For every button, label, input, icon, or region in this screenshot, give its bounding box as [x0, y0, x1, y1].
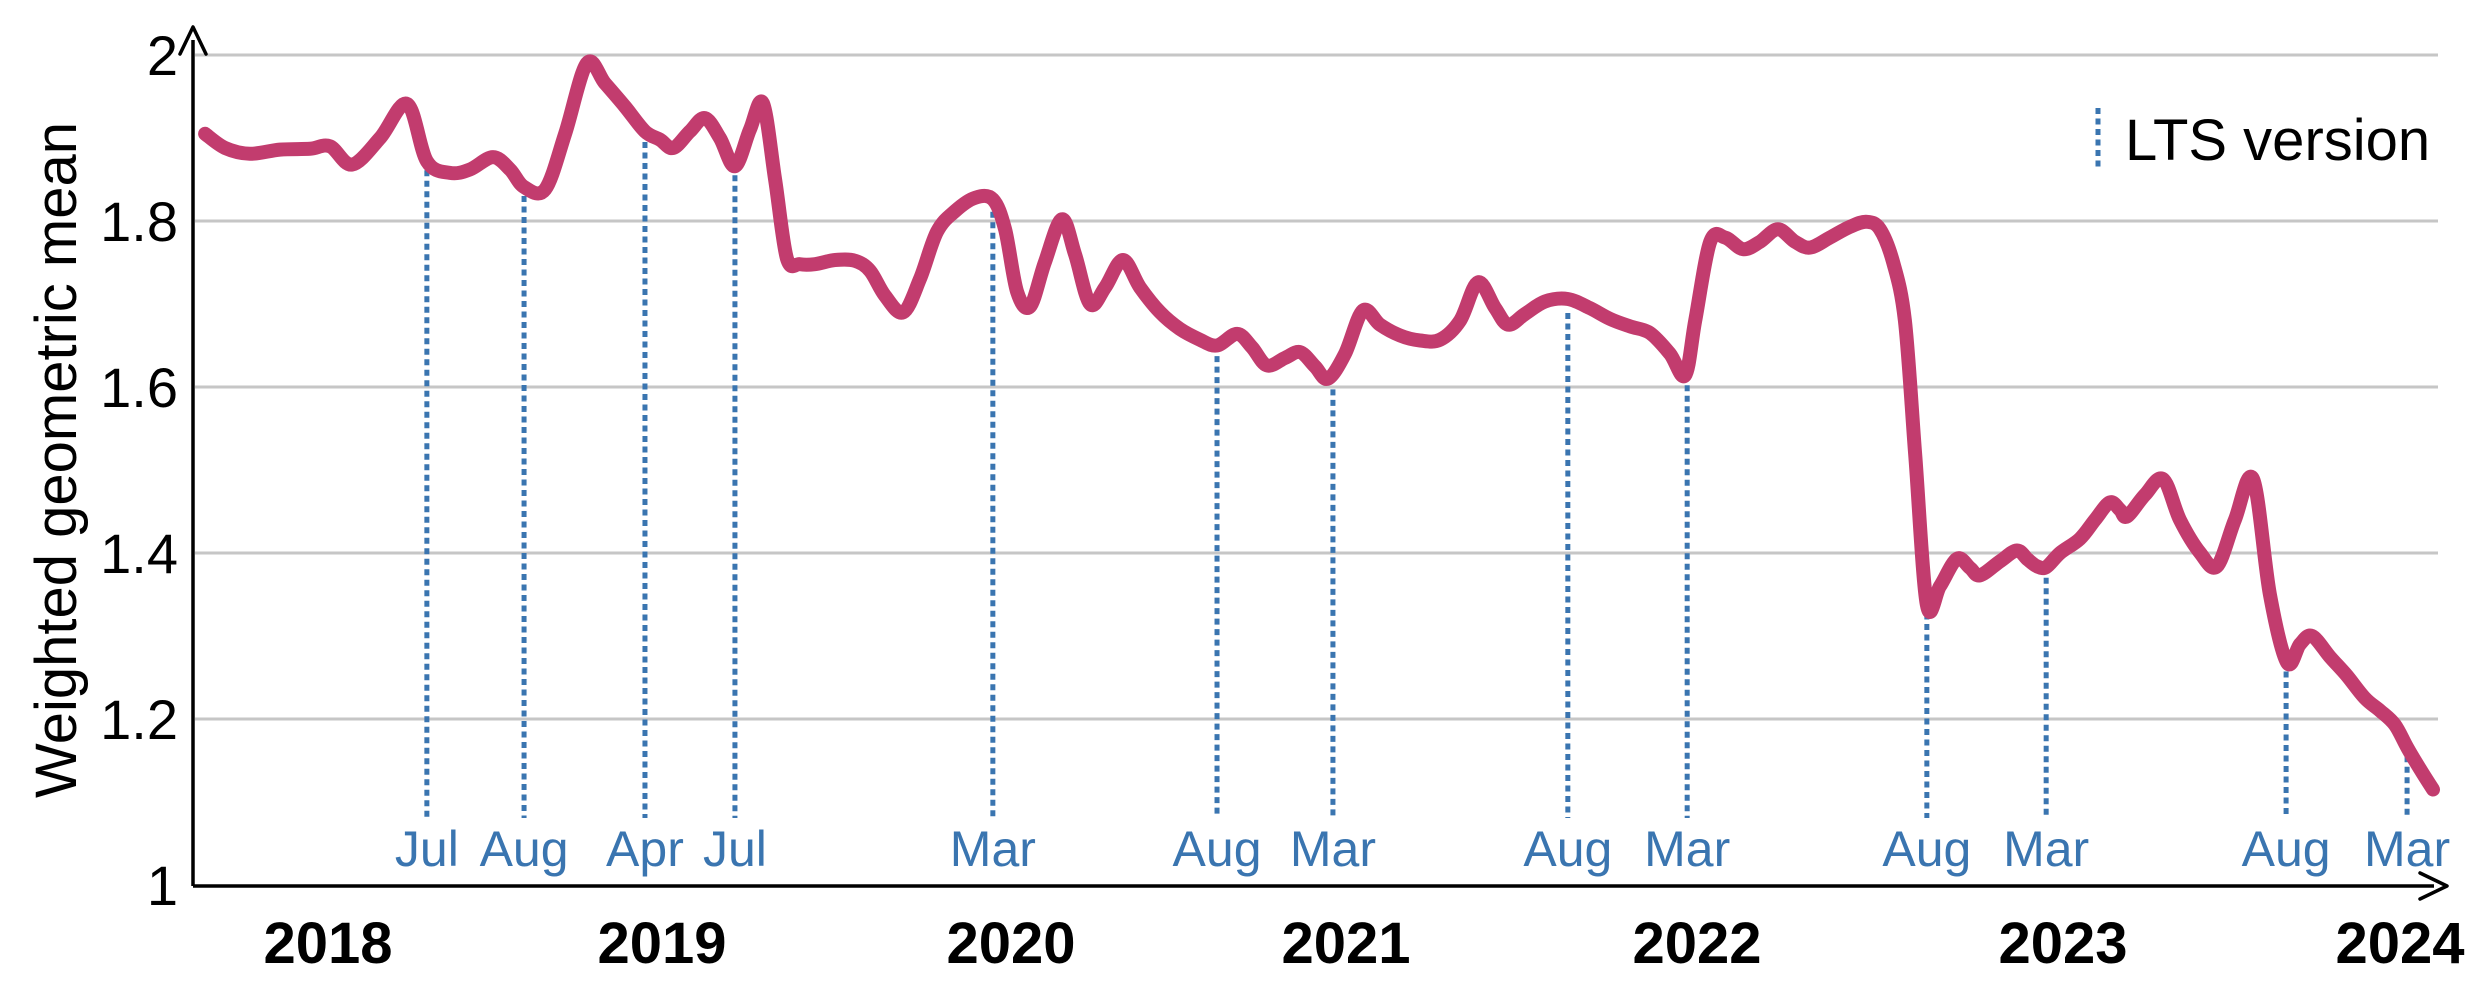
lts-month-label: Mar [1644, 821, 1730, 877]
lts-month-label: Mar [1290, 821, 1376, 877]
year-tick-label: 2021 [1281, 911, 1410, 976]
legend-label: LTS version [2125, 108, 2430, 173]
lts-markers: Jul Aug Apr Jul Mar Aug Mar Aug Mar Aug Mar Aug Mar [395, 142, 2450, 877]
y-tick-label: 1.6 [100, 356, 178, 419]
y-tick-label: 1 [147, 854, 178, 917]
y-tick-labels: 2 1.8 1.6 1.4 1.2 1 [100, 24, 178, 917]
lts-month-label: Mar [2364, 821, 2450, 877]
year-tick-label: 2024 [2335, 911, 2464, 976]
series [198, 54, 2440, 797]
lts-month-label: Aug [2242, 821, 2331, 877]
legend: LTS version [2095, 108, 2430, 173]
lts-month-label: Mar [950, 821, 1036, 877]
year-tick-label: 2018 [263, 911, 392, 976]
lts-month-label: Aug [480, 821, 569, 877]
year-tick-label: 2023 [1998, 911, 2127, 976]
year-tick-labels: 2018 2019 2020 2021 2022 2023 2024 [263, 911, 2464, 976]
lts-month-label: Jul [395, 821, 459, 877]
axes [178, 25, 2449, 901]
x-axis-arrow-icon [2418, 871, 2449, 901]
y-axis-arrow-icon [178, 25, 208, 56]
y-axis-title-group: Weighted geometric mean [24, 122, 89, 798]
gridlines [195, 53, 2438, 721]
y-axis-title: Weighted geometric mean [24, 122, 89, 798]
y-tick-label: 1.2 [100, 688, 178, 751]
lts-month-label: Aug [1523, 821, 1612, 877]
y-tick-label: 1.8 [100, 190, 178, 253]
y-tick-label: 2 [147, 24, 178, 87]
series-line [198, 54, 2440, 797]
year-tick-label: 2022 [1632, 911, 1761, 976]
year-tick-label: 2020 [946, 911, 1075, 976]
year-tick-label: 2019 [597, 911, 726, 976]
lts-month-label: Aug [1173, 821, 1262, 877]
lts-month-label: Apr [606, 821, 684, 877]
lts-month-label: Mar [2003, 821, 2089, 877]
lts-month-label: Jul [703, 821, 767, 877]
lts-month-label: Aug [1882, 821, 1971, 877]
y-tick-label: 1.4 [100, 522, 178, 585]
